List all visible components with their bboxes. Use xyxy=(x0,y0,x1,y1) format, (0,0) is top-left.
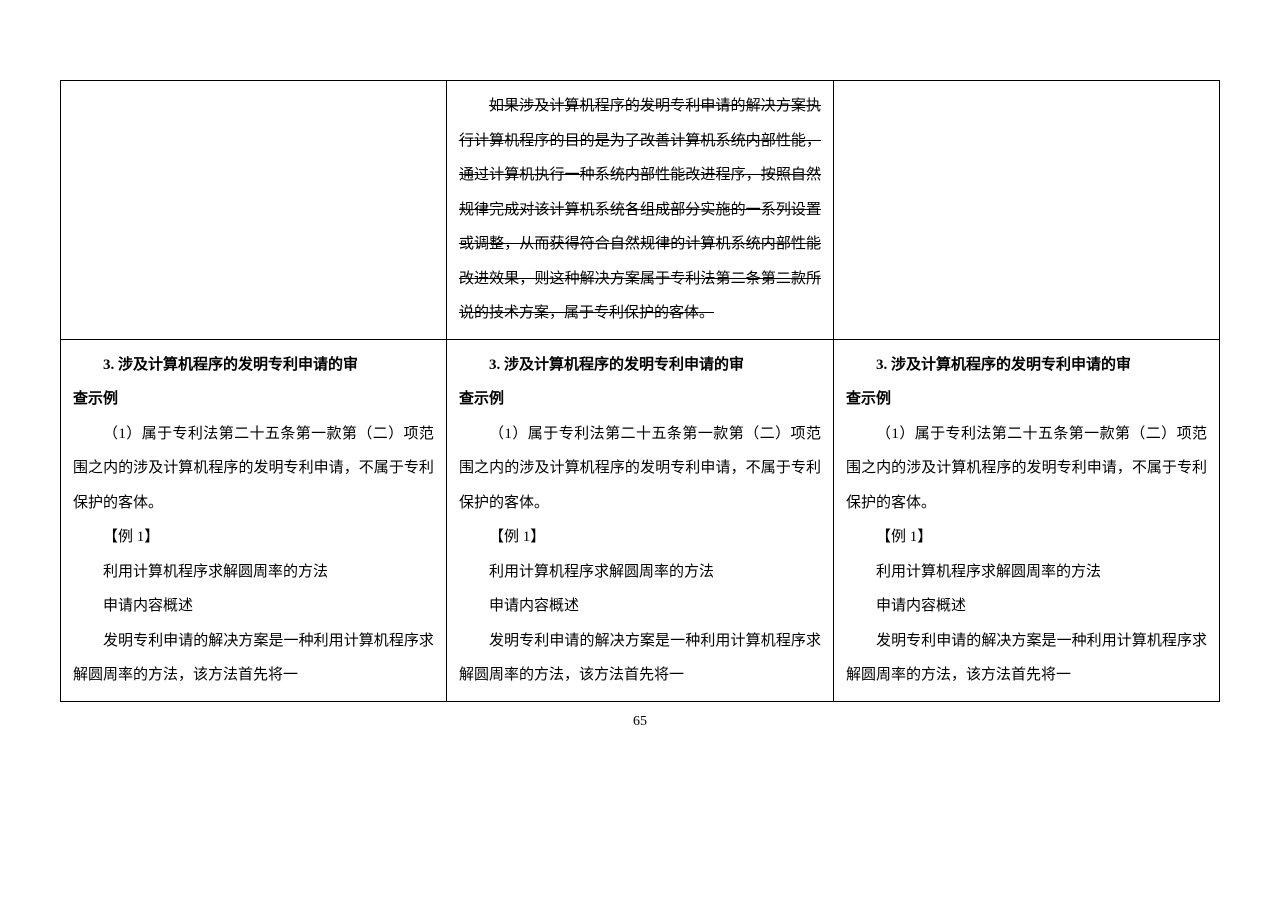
section-heading: 3. 涉及计算机程序的发明专利申请的审 查示例 xyxy=(459,348,821,417)
para-1: （1）属于专利法第二十五条第一款第（二）项范围之内的涉及计算机程序的发明专利申请… xyxy=(73,417,434,521)
comparison-table: 如果涉及计算机程序的发明专利申请的解决方案执行计算机程序的目的是为了改善计算机系… xyxy=(60,80,1220,702)
table-row: 如果涉及计算机程序的发明专利申请的解决方案执行计算机程序的目的是为了改善计算机系… xyxy=(61,81,1220,340)
para-4: 发明专利申请的解决方案是一种利用计算机程序求解圆周率的方法，该方法首先将一 xyxy=(846,624,1207,693)
cell-r1-c1 xyxy=(61,81,447,340)
heading-line2: 查示例 xyxy=(459,391,504,407)
para-4: 发明专利申请的解决方案是一种利用计算机程序求解圆周率的方法，该方法首先将一 xyxy=(73,624,434,693)
cell-r1-c3 xyxy=(834,81,1220,340)
para-1: （1）属于专利法第二十五条第一款第（二）项范围之内的涉及计算机程序的发明专利申请… xyxy=(459,417,821,521)
cell-r2-c3: 3. 涉及计算机程序的发明专利申请的审 查示例 （1）属于专利法第二十五条第一款… xyxy=(834,339,1220,701)
heading-line1: 3. 涉及计算机程序的发明专利申请的审 xyxy=(73,348,358,383)
para-3: 申请内容概述 xyxy=(846,589,1207,624)
para-2: 利用计算机程序求解圆周率的方法 xyxy=(73,555,434,590)
example-label: 【例 1】 xyxy=(73,520,434,555)
section-heading: 3. 涉及计算机程序的发明专利申请的审 查示例 xyxy=(73,348,434,417)
section-heading: 3. 涉及计算机程序的发明专利申请的审 查示例 xyxy=(846,348,1207,417)
heading-line1: 3. 涉及计算机程序的发明专利申请的审 xyxy=(846,348,1131,383)
cell-r2-c1: 3. 涉及计算机程序的发明专利申请的审 查示例 （1）属于专利法第二十五条第一款… xyxy=(61,339,447,701)
cell-r1-c2: 如果涉及计算机程序的发明专利申请的解决方案执行计算机程序的目的是为了改善计算机系… xyxy=(446,81,833,340)
table-row: 3. 涉及计算机程序的发明专利申请的审 查示例 （1）属于专利法第二十五条第一款… xyxy=(61,339,1220,701)
para-2: 利用计算机程序求解圆周率的方法 xyxy=(846,555,1207,590)
para-2: 利用计算机程序求解圆周率的方法 xyxy=(459,555,821,590)
para-3: 申请内容概述 xyxy=(73,589,434,624)
document-table-wrapper: 如果涉及计算机程序的发明专利申请的解决方案执行计算机程序的目的是为了改善计算机系… xyxy=(60,80,1220,702)
example-label: 【例 1】 xyxy=(459,520,821,555)
example-label: 【例 1】 xyxy=(846,520,1207,555)
page-number: 65 xyxy=(633,714,647,730)
struck-text: 如果涉及计算机程序的发明专利申请的解决方案执行计算机程序的目的是为了改善计算机系… xyxy=(459,89,821,331)
para-1: （1）属于专利法第二十五条第一款第（二）项范围之内的涉及计算机程序的发明专利申请… xyxy=(846,417,1207,521)
heading-line2: 查示例 xyxy=(73,391,118,407)
para-3: 申请内容概述 xyxy=(459,589,821,624)
heading-line2: 查示例 xyxy=(846,391,891,407)
cell-r2-c2: 3. 涉及计算机程序的发明专利申请的审 查示例 （1）属于专利法第二十五条第一款… xyxy=(446,339,833,701)
heading-line1: 3. 涉及计算机程序的发明专利申请的审 xyxy=(459,348,744,383)
para-4: 发明专利申请的解决方案是一种利用计算机程序求解圆周率的方法，该方法首先将一 xyxy=(459,624,821,693)
